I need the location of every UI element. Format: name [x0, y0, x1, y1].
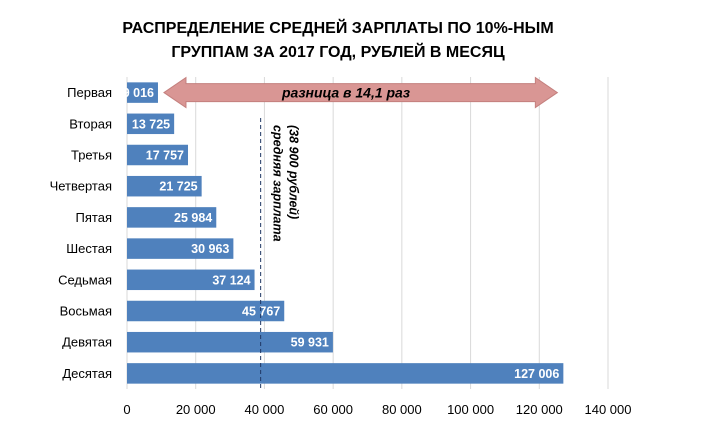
difference-arrow — [163, 76, 559, 109]
bar — [127, 269, 255, 291]
bar-value-label: 9 016 — [123, 86, 154, 100]
category-label: Седьмая — [58, 272, 112, 287]
bar — [127, 207, 217, 228]
category-label: Третья — [71, 148, 112, 163]
category-labels: Первая Вторая Третья Четвертая Пятая Шестая Се… — [50, 85, 112, 381]
x-tick-label: 60 000 — [313, 402, 353, 417]
chart-title-line-2: ГРУППАМ ЗА 2017 ГОД, РУБЛЕЙ В МЕСЯЦ — [171, 42, 505, 61]
bar-value-label: 127 006 — [514, 367, 559, 381]
category-label: Восьмая — [60, 304, 112, 319]
average-line-label-line-1: средняя зарплата — [271, 125, 285, 242]
difference-arrow-label: разница в 14,1 раз — [281, 85, 410, 101]
average-line-group: средняя зарплата (38 900 рублей) — [260, 118, 301, 389]
average-line-label: средняя зарплата (38 900 рублей) — [271, 125, 301, 242]
bar — [127, 331, 333, 353]
bar — [127, 238, 234, 259]
gridlines — [126, 77, 609, 389]
category-label: Десятая — [62, 366, 112, 381]
bar — [127, 82, 158, 103]
category-label: Пятая — [76, 210, 112, 225]
x-tick-label: 140 000 — [585, 402, 632, 417]
bars: 13 725 17 757 21 725 25 984 30 963 37 124 45 7… — [127, 82, 564, 384]
bar — [127, 300, 285, 322]
bar-value-label: 21 725 — [159, 180, 197, 194]
category-label: Девятая — [62, 335, 112, 350]
difference-arrow-group: разница в 14,1 раз 9 016 — [123, 76, 559, 109]
bar-value-label: 37 124 — [212, 273, 250, 287]
category-label: Шестая — [66, 241, 112, 256]
bar — [127, 175, 202, 197]
x-axis-tick-labels: 0 20 000 40 000 60 000 80 000 100 000 120 000 1… — [123, 402, 631, 417]
bar — [127, 113, 175, 135]
x-tick-label: 40 000 — [245, 402, 285, 417]
bar-value-label: 17 757 — [146, 149, 184, 163]
bar-value-label: 25 984 — [174, 211, 212, 225]
category-label: Вторая — [69, 116, 112, 131]
bar — [127, 363, 564, 384]
bar — [127, 144, 189, 166]
x-tick-label: 0 — [123, 402, 130, 417]
category-label: Четвертая — [50, 179, 112, 194]
bar-value-label: 45 767 — [242, 305, 280, 319]
x-tick-label: 100 000 — [447, 402, 494, 417]
chart-title: РАСПРЕДЕЛЕНИЕ СРЕДНЕЙ ЗАРПЛАТЫ ПО 10%-НЫ… — [122, 18, 553, 61]
bar-value-label: 59 931 — [291, 336, 329, 350]
average-line-label-line-2: (38 900 рублей) — [287, 125, 301, 219]
chart-title-line-1: РАСПРЕДЕЛЕНИЕ СРЕДНЕЙ ЗАРПЛАТЫ ПО 10%-НЫ… — [122, 18, 553, 37]
bar-value-label: 13 725 — [132, 117, 170, 131]
x-tick-label: 120 000 — [516, 402, 563, 417]
x-tick-label: 20 000 — [176, 402, 216, 417]
bar-value-label: 30 963 — [191, 242, 229, 256]
category-label: Первая — [67, 85, 112, 100]
x-tick-label: 80 000 — [382, 402, 422, 417]
